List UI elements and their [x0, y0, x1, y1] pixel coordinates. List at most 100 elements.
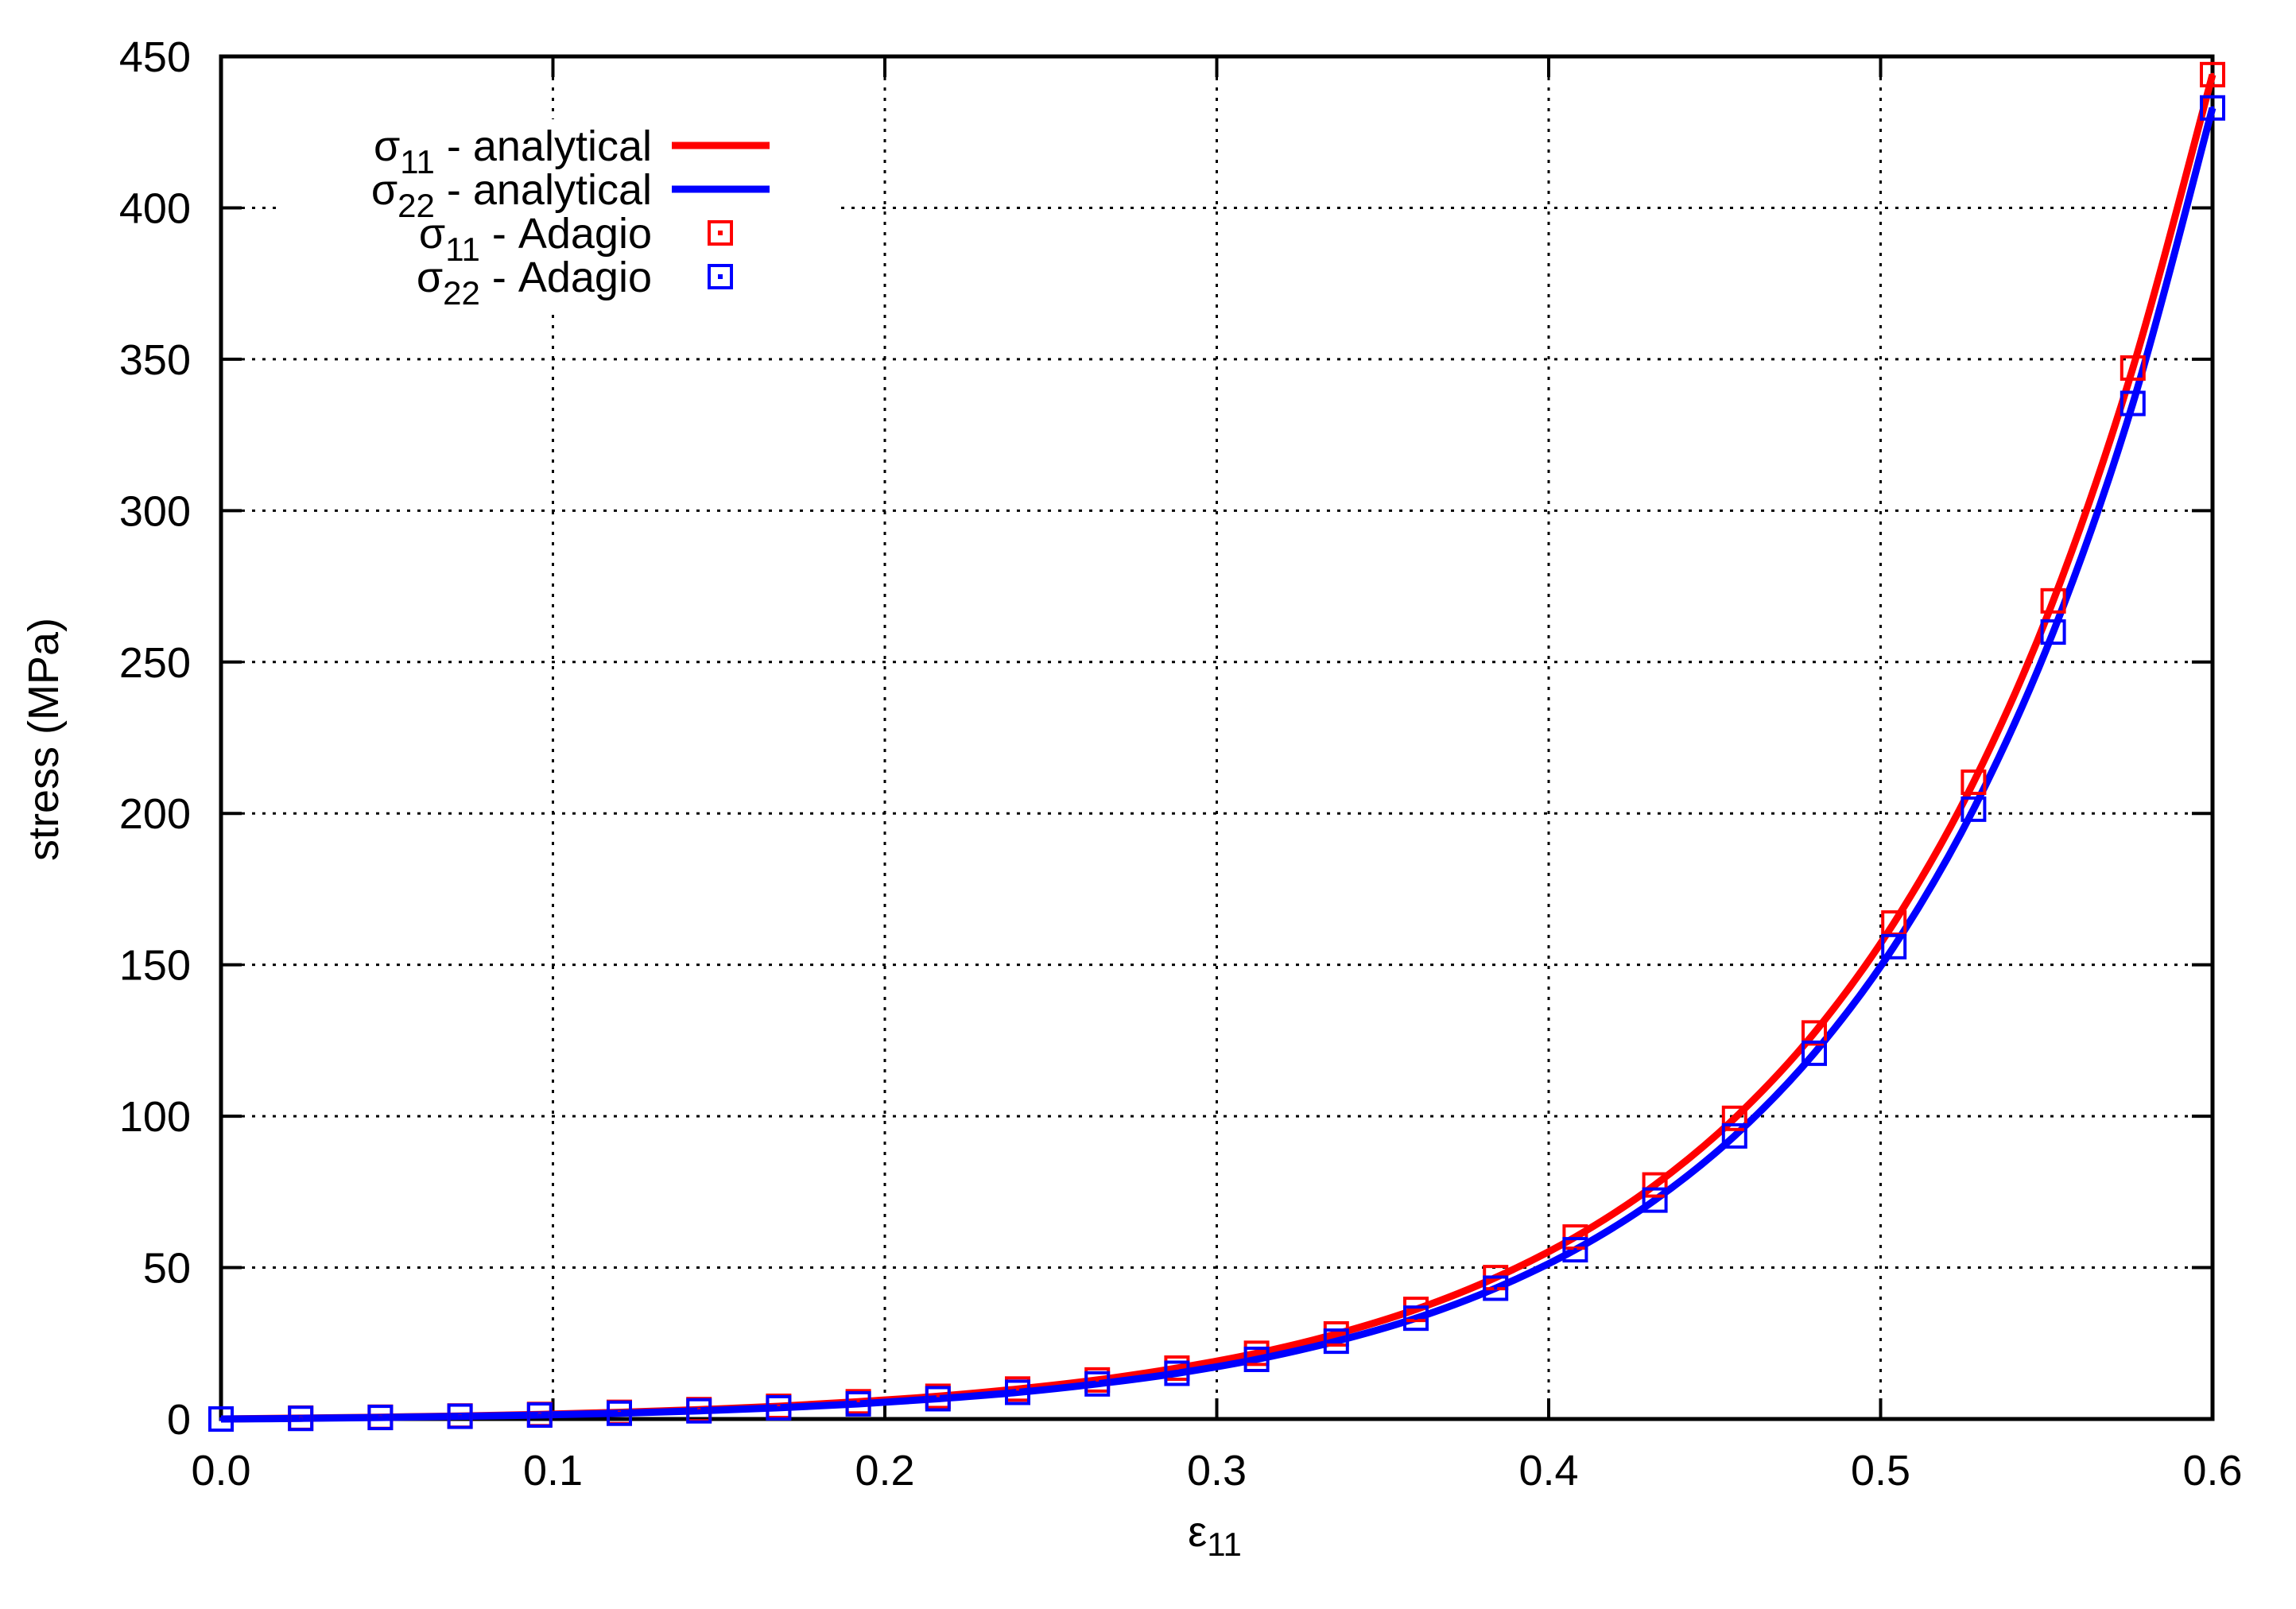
- data-marker: [1642, 1187, 1668, 1213]
- x-tick-label: 0.0: [191, 1447, 250, 1495]
- data-marker-dot: [856, 1400, 860, 1404]
- x-axis-title: ε11: [1188, 1507, 1242, 1564]
- legend-label: σ22 - analytical: [371, 166, 652, 224]
- legend-label: σ22 - Adagio: [417, 254, 652, 312]
- data-marker: [526, 1402, 553, 1429]
- data-marker: [447, 1403, 473, 1429]
- y-tick-label: 250: [119, 639, 191, 687]
- data-marker: [1802, 1020, 1827, 1046]
- legend-label: σ11 - analytical: [374, 122, 652, 180]
- data-marker-dot: [2211, 72, 2214, 76]
- legend-marker-sample: [708, 264, 733, 289]
- data-marker: [2040, 587, 2066, 614]
- data-marker: [2200, 61, 2225, 87]
- legend-marker-dot: [718, 231, 723, 235]
- data-marker-dot: [537, 1413, 541, 1417]
- data-marker-dot: [1414, 1308, 1418, 1312]
- data-marker-dot: [856, 1402, 860, 1405]
- y-tick-label: 350: [119, 336, 191, 384]
- data-marker-dot: [1813, 1031, 1816, 1035]
- legend-background: [278, 119, 835, 308]
- data-marker-dot: [378, 1416, 382, 1420]
- data-marker: [1802, 1040, 1827, 1066]
- data-marker: [2040, 619, 2066, 646]
- data-marker: [1243, 1346, 1270, 1372]
- x-axis-title-base: ε: [1188, 1508, 1208, 1556]
- data-marker-dot: [1334, 1340, 1338, 1343]
- x-tick-label: 0.6: [2182, 1447, 2242, 1495]
- y-tick-label: 200: [119, 790, 191, 838]
- data-marker: [1483, 1275, 1509, 1301]
- data-marker-dot: [1096, 1382, 1100, 1386]
- data-marker: [1721, 1105, 1747, 1131]
- data-marker-dot: [2131, 401, 2135, 405]
- data-marker-dot: [2051, 599, 2055, 603]
- data-marker: [1721, 1122, 1747, 1149]
- data-marker: [1164, 1360, 1190, 1386]
- data-marker: [1403, 1305, 1429, 1332]
- data-marker: [1642, 1172, 1668, 1198]
- y-axis-title: stress (MPa): [19, 618, 68, 861]
- data-marker: [208, 1406, 234, 1432]
- data-marker: [607, 1400, 632, 1426]
- legend-marker-sample: [708, 220, 733, 246]
- data-marker: [925, 1386, 951, 1412]
- data-marker: [1961, 769, 1987, 795]
- data-marker: [288, 1405, 314, 1432]
- data-marker: [1005, 1379, 1030, 1405]
- data-marker: [2200, 95, 2225, 121]
- data-marker-dot: [777, 1405, 781, 1409]
- data-marker-dot: [219, 1417, 223, 1421]
- data-marker-dot: [1016, 1390, 1019, 1394]
- data-marker: [686, 1398, 712, 1424]
- x-axis-title-subscript: 11: [1207, 1525, 1242, 1563]
- data-marker-dot: [936, 1394, 940, 1398]
- data-marker-dot: [1813, 1051, 1816, 1055]
- y-axis-title-text: stress (MPa): [20, 617, 68, 862]
- data-marker-dot: [1334, 1332, 1338, 1336]
- data-marker-dot: [2211, 106, 2214, 110]
- data-marker-dot: [1255, 1357, 1259, 1361]
- data-marker-dot: [1653, 1198, 1657, 1202]
- data-marker-dot: [1653, 1183, 1657, 1187]
- data-marker-dot: [1096, 1378, 1100, 1382]
- data-marker-dot: [299, 1417, 303, 1421]
- y-tick-label: 150: [119, 942, 191, 990]
- y-tick-label: 50: [143, 1245, 191, 1293]
- data-marker-dot: [1255, 1351, 1259, 1355]
- data-marker-dot: [1972, 780, 1976, 784]
- data-marker-dot: [1175, 1367, 1179, 1371]
- data-marker-dot: [2131, 366, 2135, 370]
- data-marker: [1881, 933, 1907, 960]
- y-tick-label: 0: [167, 1396, 191, 1444]
- y-tick-label: 300: [119, 487, 191, 535]
- data-marker: [2120, 355, 2146, 381]
- series-markers-σ22: [208, 95, 2225, 1432]
- data-marker-dot: [1732, 1116, 1736, 1120]
- legend-label: σ11 - Adagio: [419, 210, 652, 268]
- data-marker: [2120, 390, 2146, 417]
- data-marker-dot: [1972, 807, 1976, 811]
- data-marker: [845, 1390, 871, 1417]
- data-marker-dot: [1892, 921, 1896, 925]
- data-marker-dot: [697, 1409, 701, 1413]
- data-marker-dot: [618, 1411, 621, 1415]
- data-marker: [1961, 796, 1987, 822]
- y-tick-label: 400: [119, 184, 191, 232]
- x-tick-label: 0.2: [855, 1447, 914, 1495]
- data-marker-dot: [2051, 630, 2055, 634]
- data-marker-dot: [1732, 1134, 1736, 1138]
- data-marker-dot: [458, 1414, 462, 1418]
- data-marker-dot: [1175, 1371, 1179, 1375]
- data-marker-dot: [1414, 1316, 1418, 1320]
- data-marker: [367, 1405, 394, 1431]
- data-marker: [1323, 1328, 1349, 1355]
- data-marker-dot: [1892, 944, 1896, 948]
- x-tick-label: 0.3: [1187, 1447, 1247, 1495]
- data-marker-dot: [1016, 1387, 1019, 1391]
- tick-labels: 0.0 0.1 0.2 0.3 0.4 0.5 0.6 0 50 100 150 200 250 300 3…: [119, 33, 2243, 1495]
- legend-marker-dot: [718, 274, 723, 279]
